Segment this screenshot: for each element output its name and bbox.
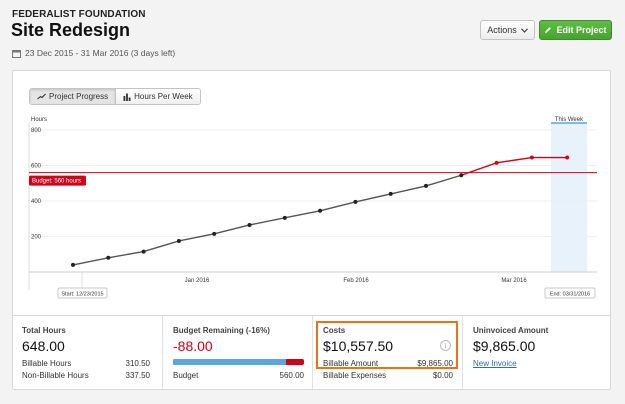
start-label: Start: 12/23/2015 [61, 292, 103, 298]
tab-project-progress-label: Project Progress [49, 92, 109, 101]
project-dates: 23 Dec 2015 - 31 Mar 2016 (3 days left) [12, 48, 175, 58]
budget-progress-fill [173, 359, 286, 365]
end-label: End: 03/31/2016 [550, 292, 590, 298]
tab-hours-per-week[interactable]: Hours Per Week [115, 89, 200, 104]
y-tick-label: 800 [31, 128, 42, 134]
x-tick-label: Jan 2016 [185, 278, 210, 284]
data-point [459, 173, 464, 178]
chevron-down-icon [520, 27, 528, 33]
data-point [318, 208, 323, 213]
billable-expenses-row: Billable Expenses $0.00 [323, 371, 453, 380]
trend-line-icon [37, 93, 46, 100]
budget-remaining-label: Budget Remaining (-16%) [173, 326, 270, 335]
data-point [141, 249, 146, 254]
non-billable-hours-label: Non-Billable Hours [22, 371, 89, 380]
non-billable-hours-row: Non-Billable Hours 337.50 [22, 371, 150, 380]
actual-hours-line [72, 174, 462, 266]
data-point [212, 231, 217, 236]
data-point [353, 199, 358, 204]
series-lines [72, 156, 568, 266]
y-tick-label: 200 [31, 235, 42, 241]
pencil-icon [545, 27, 552, 33]
billable-hours-label: Billable Hours [22, 359, 72, 368]
x-axis: Jan 2016 Feb 2016 Mar 2016 [185, 278, 528, 284]
client-name: FEDERALIST FOUNDATION [12, 9, 146, 20]
calendar-icon [12, 49, 21, 58]
budget-progress-bar [173, 359, 304, 365]
actions-dropdown-button[interactable]: Actions [480, 20, 535, 40]
over-budget-line [461, 156, 568, 176]
y-axis: 800 600 400 200 [31, 128, 42, 241]
x-tick-label: Feb 2016 [343, 278, 369, 284]
billable-amount-label: Billable Amount [323, 359, 379, 368]
data-point [282, 215, 287, 220]
total-hours-label: Total Hours [22, 326, 66, 335]
billable-amount-value: $9,865.00 [417, 359, 453, 368]
billable-amount-row: Billable Amount $9,865.00 [323, 359, 453, 368]
new-invoice-link[interactable]: New Invoice [473, 359, 517, 368]
tab-hours-per-week-label: Hours Per Week [134, 92, 193, 101]
non-billable-hours-value: 337.50 [125, 371, 150, 380]
data-point [565, 155, 570, 160]
uninvoiced-value: $9,865.00 [473, 338, 536, 354]
total-hours-value: 648.00 [22, 338, 65, 354]
billable-hours-row: Billable Hours 310.50 [22, 359, 150, 368]
billable-expenses-label: Billable Expenses [323, 371, 387, 380]
x-tick-label: Mar 2016 [501, 278, 527, 284]
this-week-band [551, 123, 587, 272]
costs-value: $10,557.50 [323, 338, 394, 354]
data-point [106, 255, 111, 260]
budget-remaining-value: -88.00 [173, 338, 213, 354]
data-point [529, 155, 534, 160]
costs-panel: Costs $10,557.50 i Billable Amount $9,86… [312, 316, 462, 391]
edit-project-label: Edit Project [556, 25, 607, 35]
start-tag [57, 287, 108, 299]
this-week-label: This Week [555, 117, 584, 123]
end-tag [544, 287, 596, 299]
gridlines [29, 129, 597, 237]
budget-label: Budget: 560 hours [32, 179, 81, 185]
bar-chart-icon [123, 93, 131, 101]
project-card [12, 70, 611, 390]
info-icon[interactable]: i [440, 340, 451, 351]
uninvoiced-panel: Uninvoiced Amount $9,865.00 New Invoice [462, 316, 611, 391]
data-point [247, 222, 252, 227]
y-axis-title: Hours [31, 117, 47, 123]
budget-remaining-panel: Budget Remaining (-16%) -88.00 Budget 56… [162, 316, 312, 391]
series-points [71, 155, 570, 267]
chart-view-toggle: Project Progress Hours Per Week [29, 88, 201, 105]
budget-tag [29, 175, 86, 186]
actions-label: Actions [487, 25, 517, 35]
y-tick-label: 600 [31, 164, 42, 170]
date-range: 23 Dec 2015 - 31 Mar 2016 (3 days left) [25, 48, 176, 58]
budget-row-value: 560.00 [279, 371, 304, 380]
billable-expenses-value: $0.00 [432, 371, 453, 380]
costs-highlight-box [316, 321, 458, 369]
edit-project-button[interactable]: Edit Project [539, 20, 612, 40]
data-point [424, 183, 428, 188]
page-title: Site Redesign [11, 20, 131, 40]
data-point [71, 262, 75, 267]
budget-row: Budget 560.00 [173, 371, 304, 380]
billable-hours-value: 310.50 [125, 359, 150, 368]
data-point [494, 160, 499, 165]
y-tick-label: 400 [31, 199, 42, 205]
data-point [388, 191, 393, 196]
total-hours-panel: Total Hours 648.00 Billable Hours 310.50… [12, 316, 162, 391]
data-point [176, 238, 181, 243]
costs-label: Costs [323, 326, 346, 335]
budget-row-label: Budget [173, 371, 199, 380]
tab-project-progress[interactable]: Project Progress [30, 89, 116, 104]
stats-panel: Total Hours 648.00 Billable Hours 310.50… [12, 315, 611, 391]
uninvoiced-label: Uninvoiced Amount [473, 326, 549, 335]
